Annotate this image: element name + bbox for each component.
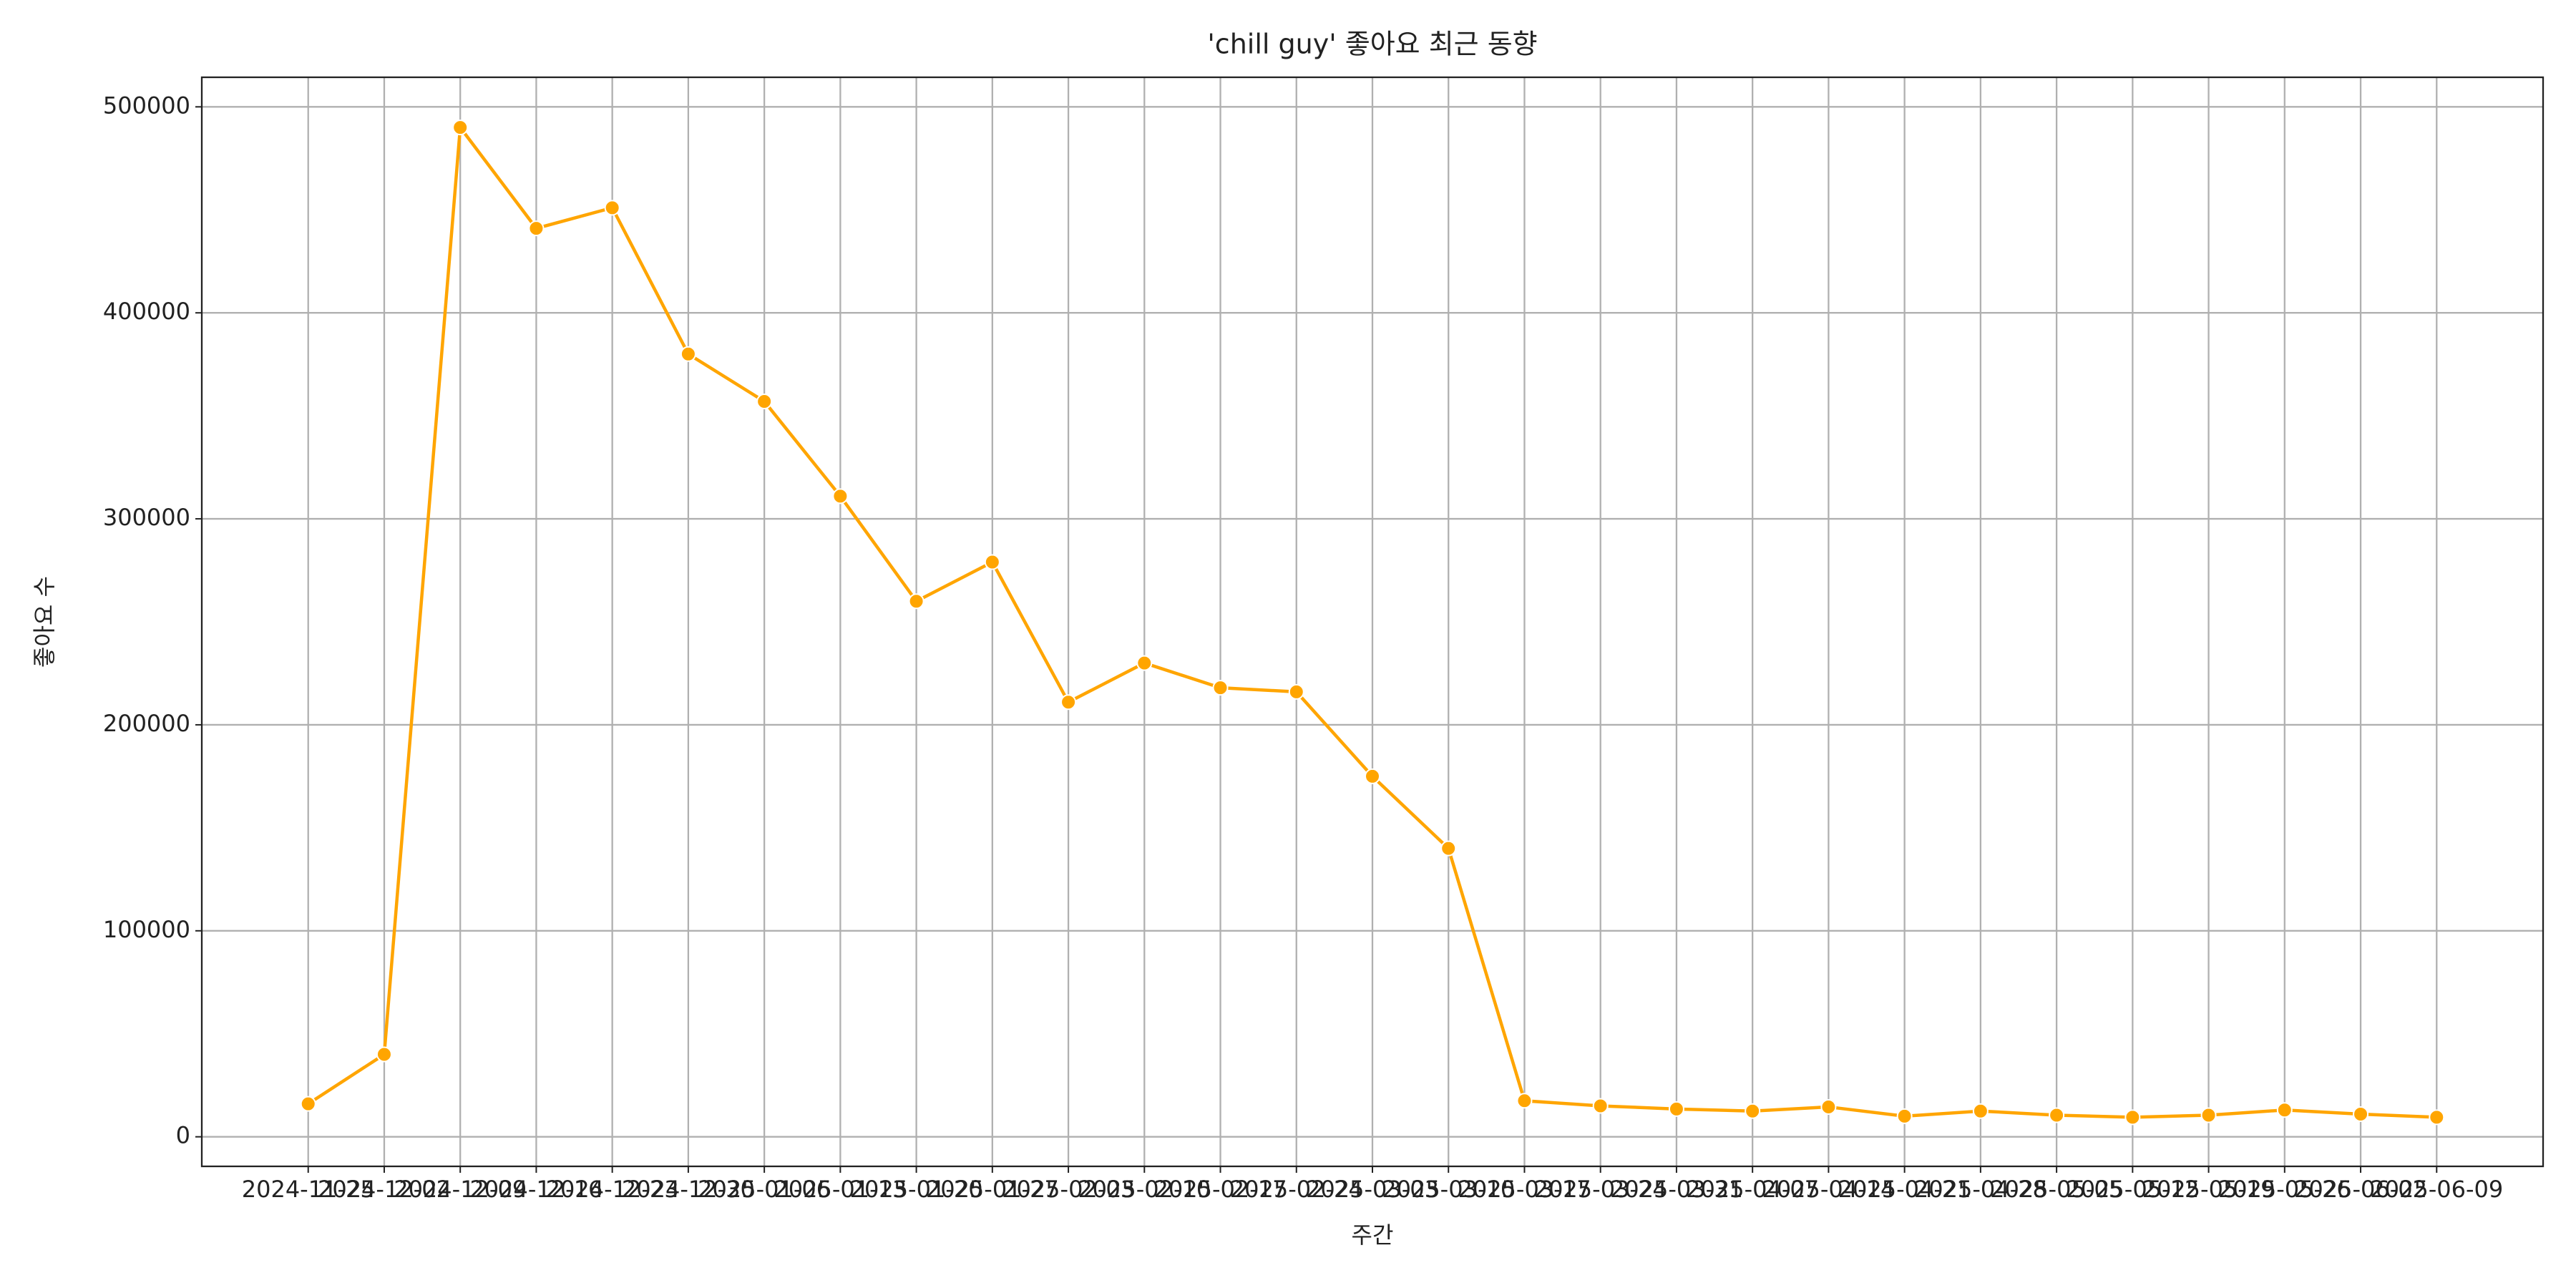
x-tick-label: 2024-11-25: [242, 1176, 375, 1203]
x-tick-label: 2024-12-23: [546, 1176, 679, 1203]
marker: [2200, 1107, 2217, 1123]
marker: [1060, 694, 1077, 711]
marker: [604, 200, 620, 216]
x-tick-label: 2025-01-27: [926, 1176, 1059, 1203]
y-tick-label: 200000: [103, 710, 190, 737]
x-tick-label: 2025-05-26: [2218, 1176, 2351, 1203]
y-tick-label: 100000: [103, 916, 190, 943]
chart-title: 'chill guy' 좋아요 최근 동향: [1207, 29, 1537, 60]
marker: [528, 220, 545, 237]
x-tick-label: 2024-12-02: [318, 1176, 451, 1203]
x-tick-label: 2025-02-24: [1230, 1176, 1363, 1203]
plot-frame: [200, 76, 2545, 1168]
y-tick-label: 500000: [103, 92, 190, 119]
x-tick-label: 2025-03-24: [1534, 1176, 1667, 1203]
x-tick-label: 2025-04-14: [1762, 1176, 1895, 1203]
y-tick-label: 400000: [103, 298, 190, 325]
x-axis-label: 주간: [1352, 1221, 1394, 1249]
marker: [376, 1046, 392, 1063]
y-axis-label: 좋아요 수: [31, 576, 58, 668]
marker: [1288, 683, 1304, 700]
marker: [832, 488, 849, 504]
x-tick-label: 2025-05-05: [1990, 1176, 2123, 1203]
x-tick-label: 2025-04-21: [1838, 1176, 1971, 1203]
marker: [984, 554, 1000, 570]
marker: [2353, 1106, 2369, 1123]
x-tick-label: 2025-02-03: [1002, 1176, 1135, 1203]
marker: [1516, 1093, 1533, 1109]
marker: [1745, 1103, 1761, 1119]
x-tick-label: 2024-12-09: [394, 1176, 527, 1203]
marker: [2276, 1102, 2293, 1118]
marker: [908, 593, 924, 610]
x-tick-label: 2025-03-17: [1458, 1176, 1591, 1203]
marker: [1668, 1101, 1684, 1117]
marker: [452, 119, 469, 136]
x-tick-label: 2025-04-07: [1686, 1176, 1819, 1203]
y-tick-label: 300000: [103, 504, 190, 531]
marker: [680, 346, 696, 362]
marker: [2049, 1107, 2065, 1123]
x-tick-label: 2025-01-13: [774, 1176, 907, 1203]
x-tick-label: 2025-01-06: [698, 1176, 831, 1203]
marker: [1212, 680, 1229, 696]
marker: [1896, 1108, 1913, 1124]
x-tick-label: 2025-04-28: [1914, 1176, 2047, 1203]
marker: [2124, 1109, 2141, 1126]
x-tick-label: 2025-06-02: [2294, 1176, 2427, 1203]
marker: [1820, 1098, 1837, 1115]
x-tick-label: 2024-12-30: [622, 1176, 755, 1203]
marker: [1972, 1103, 1989, 1119]
marker: [1440, 840, 1457, 857]
y-tick-label: 0: [176, 1122, 190, 1149]
marker: [1365, 768, 1380, 784]
x-tick-label: 2025-05-19: [2142, 1176, 2275, 1203]
x-tick-label: 2024-12-16: [469, 1176, 602, 1203]
marker: [756, 393, 773, 409]
marker: [300, 1096, 316, 1112]
marker: [2429, 1109, 2445, 1126]
x-tick-label: 2025-02-17: [1154, 1176, 1287, 1203]
x-tick-label: 2025-01-20: [850, 1176, 983, 1203]
x-tick-label: 2025-02-10: [1078, 1176, 1211, 1203]
x-tick-label: 2025-03-03: [1306, 1176, 1439, 1203]
x-tick-label: 2025-03-31: [1610, 1176, 1743, 1203]
x-tick-label: 2025-05-12: [2066, 1176, 2199, 1203]
x-tick-label: 2025-03-10: [1382, 1176, 1515, 1203]
x-tick-label: 2025-06-09: [2370, 1176, 2503, 1203]
marker: [1592, 1098, 1609, 1114]
marker: [1136, 655, 1153, 671]
